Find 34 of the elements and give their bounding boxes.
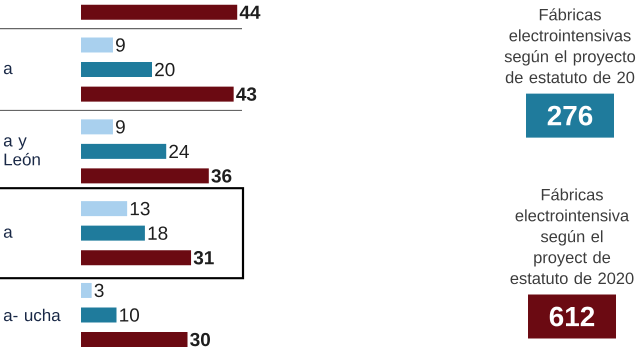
data-label: 9: [116, 38, 125, 52]
bar: [81, 86, 234, 102]
bar: [81, 201, 128, 216]
data-label: 13: [130, 202, 150, 216]
bar: [81, 250, 192, 266]
y-tick-label: a: [4, 228, 13, 238]
bar: [81, 226, 145, 241]
data-label: 36: [211, 169, 232, 183]
text: Fábricas electrointensiva según el proyect de estatuto de 2020: [510, 188, 634, 284]
data-label: 10: [120, 308, 140, 322]
data-label: 43: [236, 87, 256, 101]
data-label: 24: [169, 144, 189, 158]
text: 612: [550, 306, 594, 326]
bar: [81, 38, 113, 53]
y-tick-label: a: [4, 64, 13, 74]
text: Fábricas electrointensivas según el proyecto de estatuto de 20: [504, 8, 636, 84]
bar: [81, 144, 166, 159]
text: 276: [548, 106, 592, 126]
data-label: 20: [155, 62, 175, 76]
bar: [81, 332, 188, 348]
data-label: 18: [148, 226, 168, 240]
y-tick-label: a- ucha: [4, 308, 61, 322]
data-label: 31: [194, 251, 214, 264]
data-label: 9: [116, 120, 125, 134]
bar: [81, 62, 152, 78]
data-label: 3: [94, 284, 104, 298]
data-label: 30: [190, 332, 210, 346]
bar: [81, 168, 209, 184]
bar: [81, 119, 113, 134]
bar: [81, 4, 238, 20]
data-label: 44: [240, 6, 260, 19]
bar: [81, 308, 117, 323]
bar: [81, 282, 92, 298]
y-tick-label: a y León: [4, 137, 40, 166]
